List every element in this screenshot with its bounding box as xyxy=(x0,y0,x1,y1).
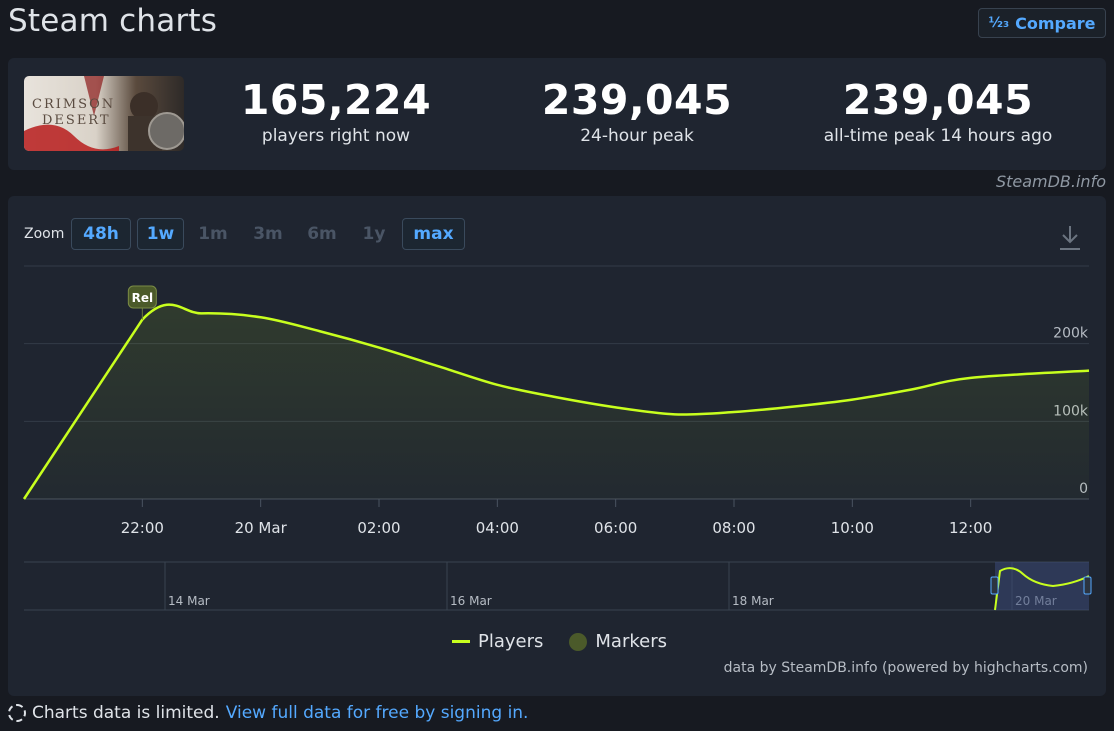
navigator-selection xyxy=(995,562,1089,610)
zoom-1w-button[interactable]: 1w xyxy=(137,218,184,250)
stats-panel: CRIMSON DESERT 165,224 players right now… xyxy=(8,58,1106,170)
navigator-series xyxy=(994,567,1090,611)
chart-legend: Players Markers xyxy=(452,631,667,652)
x-tick-label: 06:00 xyxy=(594,519,637,537)
game-capsule-image[interactable]: CRIMSON DESERT xyxy=(24,76,184,151)
y-tick-label: 200k xyxy=(1053,326,1089,342)
series-line-players xyxy=(22,303,1090,500)
zoom-48h-button[interactable]: 48h xyxy=(71,218,131,250)
x-tick-label: 10:00 xyxy=(831,519,874,537)
download-icon[interactable] xyxy=(1058,224,1082,252)
zoom-1y-button[interactable]: 1y xyxy=(362,224,386,244)
legend-markers-label: Markers xyxy=(595,631,667,652)
stat-value: 239,045 xyxy=(842,76,1034,124)
x-tick-label: 22:00 xyxy=(121,519,164,537)
zoom-label: Zoom xyxy=(24,226,65,242)
zoom-1m-button[interactable]: 1m xyxy=(198,224,228,244)
series-area-players xyxy=(24,304,1089,499)
legend-dot-swatch xyxy=(569,632,588,651)
svg-text:DESERT: DESERT xyxy=(42,113,111,128)
x-tick-label: 20 Mar xyxy=(235,519,288,537)
stat-value: 165,224 xyxy=(240,76,432,124)
navigator-handle xyxy=(1083,576,1092,595)
legend-markers[interactable]: Markers xyxy=(569,631,667,652)
legend-players-label: Players xyxy=(478,631,544,652)
chart-credits[interactable]: data by SteamDB.info (powered by highcha… xyxy=(723,660,1088,676)
compare-button[interactable]: ½₃ Compare xyxy=(978,8,1106,38)
stat-label: 24-hour peak xyxy=(580,126,694,146)
x-tick-label: 04:00 xyxy=(476,519,519,537)
legend-players[interactable]: Players xyxy=(452,631,543,652)
stat-label: all-time peak 14 hours ago xyxy=(823,126,1053,146)
navigator-label: 14 Mar xyxy=(168,594,210,608)
fraction-icon: ½₃ xyxy=(988,15,1010,31)
navigator-label: 16 Mar xyxy=(450,594,492,608)
navigator-label: 18 Mar xyxy=(732,594,774,608)
page-title: Steam charts xyxy=(8,3,218,39)
navigator-handle xyxy=(990,576,999,595)
x-tick-label: 08:00 xyxy=(712,519,755,537)
data-limited-notice: Charts data is limited. View full data f… xyxy=(8,703,528,723)
notice-text: Charts data is limited. xyxy=(32,703,220,723)
stat-alltime-peak: 239,045 all-time peak 14 hours ago xyxy=(788,76,1088,148)
marker-label: Rel xyxy=(132,291,154,305)
chart-panel: Zoom 48h 1w 1m 3m 6m 1y max 0100k200k22:… xyxy=(8,196,1106,696)
stat-24h-peak: 239,045 24-hour peak xyxy=(487,76,787,148)
marker-badge xyxy=(127,285,157,309)
zoom-6m-button[interactable]: 6m xyxy=(307,224,337,244)
capsule-art: CRIMSON DESERT xyxy=(24,76,184,151)
x-tick-label: 12:00 xyxy=(949,519,992,537)
zoom-3m-button[interactable]: 3m xyxy=(253,224,283,244)
x-tick-label: 02:00 xyxy=(357,519,400,537)
steamdb-watermark: SteamDB.info xyxy=(995,172,1106,191)
zoom-max-button[interactable]: max xyxy=(402,218,465,250)
capsule-logo-text: CRIMSON xyxy=(32,97,115,112)
stat-value: 239,045 xyxy=(541,76,733,124)
stat-label: players right now xyxy=(261,126,411,146)
dashed-circle-icon xyxy=(8,704,26,722)
sign-in-link[interactable]: View full data for free by signing in. xyxy=(225,703,529,723)
legend-line-swatch xyxy=(452,640,470,643)
compare-label: Compare xyxy=(1015,13,1096,33)
stat-current-players: 165,224 players right now xyxy=(186,76,486,148)
